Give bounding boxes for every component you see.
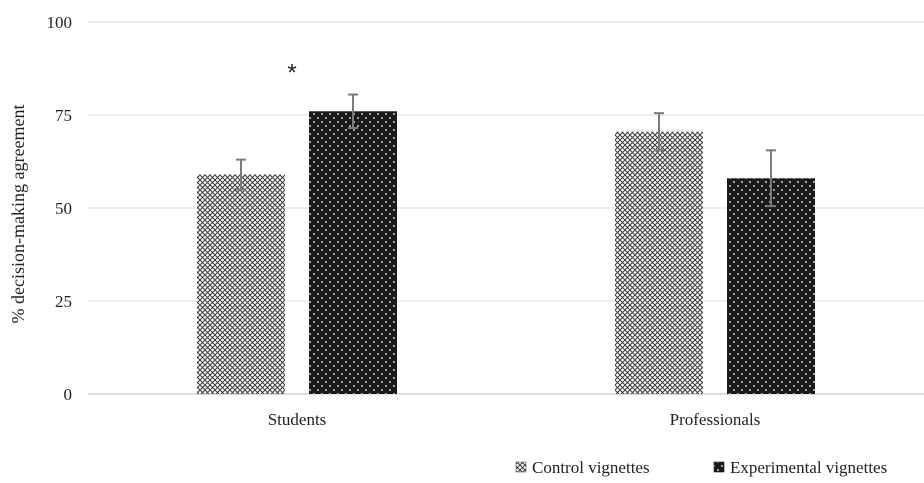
legend-swatch-control xyxy=(515,461,527,473)
y-tick-label: 50 xyxy=(55,199,72,218)
y-axis-title: % decision-making agreement xyxy=(8,105,28,324)
legend-label-control: Control vignettes xyxy=(532,458,650,477)
legend-label-experimental: Experimental vignettes xyxy=(730,458,887,477)
bar-students-control xyxy=(197,174,285,394)
y-tick-label: 0 xyxy=(64,385,73,404)
y-tick-labels: 0 25 50 75 100 xyxy=(47,13,73,404)
y-tick-label: 25 xyxy=(55,292,72,311)
category-label-professionals: Professionals xyxy=(670,410,761,429)
y-tick-label: 75 xyxy=(55,106,72,125)
bars xyxy=(197,111,815,395)
annotations: * xyxy=(287,60,296,87)
category-label-students: Students xyxy=(268,410,327,429)
legend-swatch-experimental xyxy=(713,461,725,473)
bar-professionals-experimental xyxy=(727,178,815,394)
y-tick-label: 100 xyxy=(47,13,73,32)
bar-students-experimental xyxy=(309,111,397,394)
bar-professionals-control xyxy=(615,131,703,395)
error-bars xyxy=(236,93,776,208)
legend: Control vignettes Experimental vignettes xyxy=(515,458,887,477)
category-labels: Students Professionals xyxy=(268,410,761,429)
significance-asterisk: * xyxy=(287,60,296,87)
